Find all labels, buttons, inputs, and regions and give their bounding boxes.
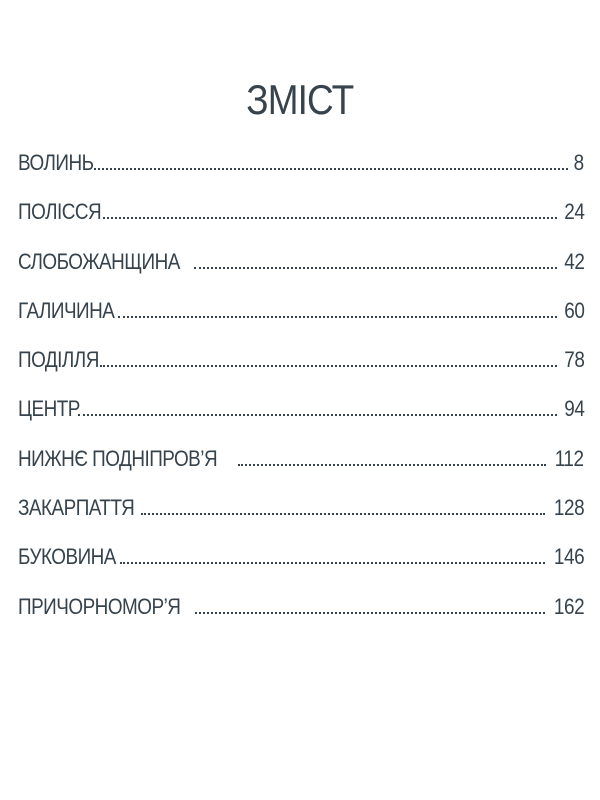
- table-of-contents: ВОЛИНЬ 8 ПОЛІССЯ 24 СЛОБОЖАНЩИНА 42 ГАЛИЧИНА 60…: [18, 150, 584, 643]
- toc-entry[interactable]: ПРИЧОРНОМОР’Я 162: [18, 594, 584, 643]
- dot-leader: [77, 414, 557, 417]
- toc-entry-label: ВОЛИНЬ: [18, 150, 94, 175]
- page-title: ЗМІСТ: [0, 76, 600, 124]
- toc-entry[interactable]: ВОЛИНЬ 8: [18, 150, 584, 199]
- toc-entry-page: 42: [563, 248, 585, 274]
- toc-entry-page: 60: [563, 297, 585, 323]
- toc-entry-label: ПОДІЛЛЯ: [18, 347, 99, 373]
- toc-entry[interactable]: ЗАКАРПАТТЯ 128: [18, 495, 584, 544]
- toc-entry-label: ПОЛІССЯ: [18, 199, 102, 225]
- dot-leader: [237, 463, 547, 466]
- toc-entry[interactable]: ГАЛИЧИНА 60: [18, 298, 584, 347]
- dot-leader: [141, 513, 545, 516]
- dot-leader: [194, 611, 545, 614]
- toc-entry-label: ПРИЧОРНОМОР’Я: [18, 593, 181, 619]
- dot-leader: [119, 562, 545, 565]
- toc-entry[interactable]: ПОДІЛЛЯ 78: [18, 347, 584, 396]
- dot-leader: [100, 365, 557, 368]
- toc-entry[interactable]: СЛОБОЖАНЩИНА 42: [18, 249, 584, 298]
- toc-entry-page: 146: [553, 544, 585, 570]
- toc-entry-label: ЗАКАРПАТТЯ: [18, 495, 135, 521]
- toc-entry-label: ГАЛИЧИНА: [18, 297, 115, 323]
- title-text: ЗМІСТ: [246, 76, 354, 123]
- toc-entry-page: 112: [555, 445, 584, 471]
- toc-entry-page: 162: [553, 593, 585, 619]
- toc-entry-label: ЦЕНТР: [18, 396, 80, 422]
- toc-entry-page: 78: [563, 347, 585, 373]
- dot-leader: [93, 168, 569, 170]
- toc-entry[interactable]: ПОЛІССЯ 24: [18, 199, 584, 248]
- toc-entry-label: НИЖНЄ ПОДНІПРОВ’Я: [18, 445, 218, 471]
- toc-entry-page: 94: [563, 396, 585, 422]
- toc-entry-label: СЛОБОЖАНЩИНА: [18, 248, 180, 274]
- toc-entry[interactable]: ЦЕНТР 94: [18, 396, 584, 445]
- dot-leader: [118, 315, 557, 318]
- toc-entry[interactable]: НИЖНЄ ПОДНІПРОВ’Я 112: [18, 446, 584, 495]
- dot-leader: [194, 266, 557, 269]
- toc-entry-page: 24: [563, 199, 585, 225]
- toc-entry-page: 8: [573, 150, 585, 175]
- toc-entry-label: БУКОВИНА: [18, 544, 116, 570]
- toc-entry-page: 128: [553, 495, 585, 521]
- dot-leader: [102, 217, 557, 220]
- toc-entry[interactable]: БУКОВИНА 146: [18, 544, 584, 593]
